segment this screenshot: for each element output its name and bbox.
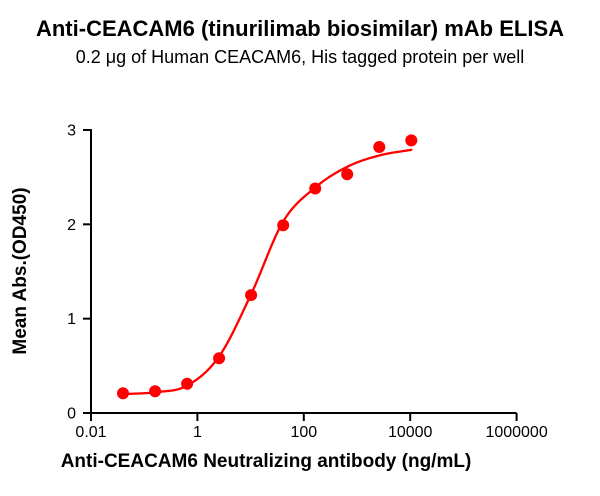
data-point xyxy=(117,387,129,400)
chart-title: Anti-CEACAM6 (tinurilimab biosimilar) mA… xyxy=(35,16,565,41)
data-point xyxy=(341,168,354,181)
y-axis-label: Mean Abs.(OD450) xyxy=(10,187,31,355)
x-tick-label: 10000 xyxy=(388,424,433,441)
y-tick-label: 2 xyxy=(67,217,76,234)
data-point xyxy=(213,352,226,365)
y-tick-label: 1 xyxy=(67,311,76,328)
data-point xyxy=(245,289,258,302)
x-tick-label: 1000000 xyxy=(485,424,547,441)
data-point xyxy=(149,385,162,398)
x-tick-label: 0.01 xyxy=(75,424,106,441)
axis-frame xyxy=(90,129,517,414)
data-point xyxy=(405,134,418,147)
x-tick-label: 1 xyxy=(193,424,202,441)
chart-subtitle: 0.2 μg of Human CEACAM6, His tagged prot… xyxy=(75,47,525,67)
data-point xyxy=(181,377,194,390)
data-point xyxy=(373,141,386,153)
x-tick-label: 100 xyxy=(290,424,317,441)
y-tick-label: 0 xyxy=(67,406,76,423)
y-tick-label: 3 xyxy=(67,123,76,140)
x-axis-label: Anti-CEACAM6 Neutralizing antibody (ng/m… xyxy=(60,451,472,472)
data-point xyxy=(309,182,322,195)
fit-curve xyxy=(121,148,413,396)
data-point xyxy=(277,219,290,232)
